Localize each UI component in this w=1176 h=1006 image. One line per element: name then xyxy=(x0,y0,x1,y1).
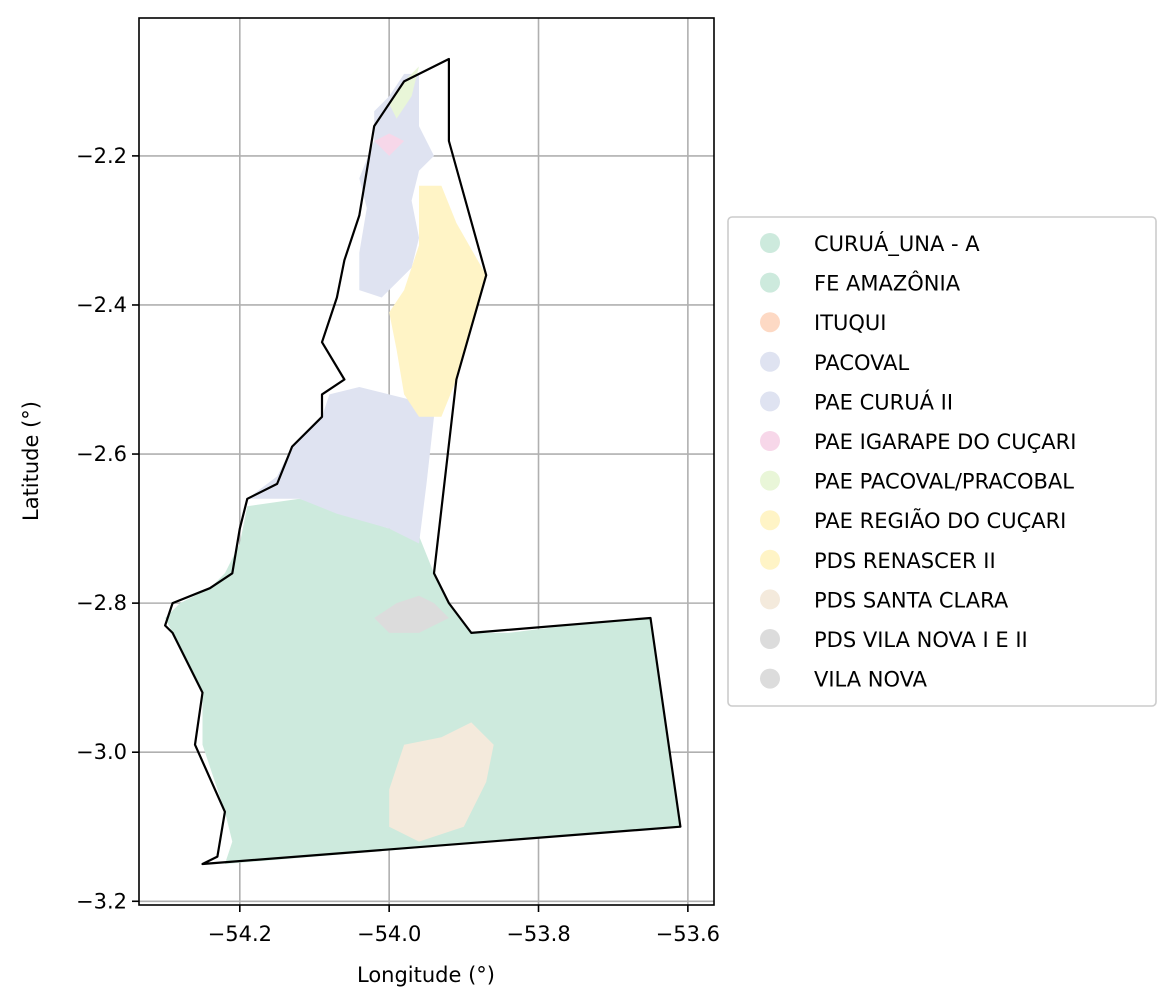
legend-frame xyxy=(727,216,1157,707)
plot-frame xyxy=(138,17,715,906)
legend-marker xyxy=(760,312,780,333)
x-axis-title: Longitude (°) xyxy=(357,963,495,987)
x-tick-label: −53.6 xyxy=(656,922,720,946)
legend-marker xyxy=(760,470,780,491)
legend-label: PDS RENASCER II xyxy=(814,549,996,573)
legend-label: PAE CURUÁ II xyxy=(814,389,953,414)
boundary-layer xyxy=(164,57,682,866)
legend-entries: CURUÁ_UNA - A FE AMAZÔNIA ITUQUI PACOVAL PAE… xyxy=(760,231,1076,692)
y-tick-label: −2.6 xyxy=(76,442,127,466)
legend-label: VILA NOVA xyxy=(814,668,928,692)
legend-label: CURUÁ_UNA - A xyxy=(814,231,980,257)
legend-marker xyxy=(760,510,780,531)
legend-marker xyxy=(760,668,780,689)
legend-label: PDS SANTA CLARA xyxy=(814,588,1009,612)
legend-marker xyxy=(760,233,780,253)
y-tick-label: −3.2 xyxy=(76,889,127,913)
legend: CURUÁ_UNA - A FE AMAZÔNIA ITUQUI PACOVAL PAE… xyxy=(727,216,1157,707)
region-pae-igarape-do-cu-ari xyxy=(374,133,405,156)
x-tick-label: −54.2 xyxy=(208,922,272,946)
legend-label: PACOVAL xyxy=(814,351,910,375)
y-tick-label: −2.4 xyxy=(76,293,127,317)
y-axis: −2.2 −2.4 −2.6 −2.8 −3.0 −3.2 xyxy=(76,144,139,913)
region-pacoval xyxy=(359,73,434,298)
legend-label: PDS VILA NOVA I E II xyxy=(814,628,1028,652)
legend-label: PAE IGARAPE DO CUÇARI xyxy=(814,430,1076,454)
legend-marker xyxy=(760,351,780,372)
legend-marker xyxy=(760,272,780,293)
region-pae-curu-ii xyxy=(247,387,434,544)
legend-label: PAE REGIÃO DO CUÇARI xyxy=(814,507,1066,533)
x-tick-label: −53.8 xyxy=(506,922,570,946)
x-axis: −54.2 −54.0 −53.8 −53.6 xyxy=(208,905,720,946)
legend-label: FE AMAZÔNIA xyxy=(814,271,961,296)
legend-marker xyxy=(760,431,780,451)
y-axis-title: Latitude (°) xyxy=(19,401,43,521)
municipality-boundary xyxy=(164,57,682,866)
y-tick-label: −3.0 xyxy=(76,740,127,764)
region-fe-amaz-nia xyxy=(165,498,681,864)
y-tick-label: −2.8 xyxy=(76,591,127,615)
region-pds-vila-nova-i-e-ii xyxy=(374,595,449,633)
x-tick-label: −54.0 xyxy=(357,922,421,946)
legend-marker xyxy=(760,549,780,570)
legend-marker xyxy=(760,391,780,412)
region-pae-pacoval-pracobal xyxy=(389,66,419,119)
y-tick-label: −2.2 xyxy=(76,144,127,168)
legend-label: ITUQUI xyxy=(814,311,887,335)
legend-marker xyxy=(760,589,780,610)
legend-label: PAE PACOVAL/PRACOBAL xyxy=(814,470,1074,494)
legend-marker xyxy=(760,629,780,649)
region-pds-santa-clara xyxy=(389,722,494,842)
